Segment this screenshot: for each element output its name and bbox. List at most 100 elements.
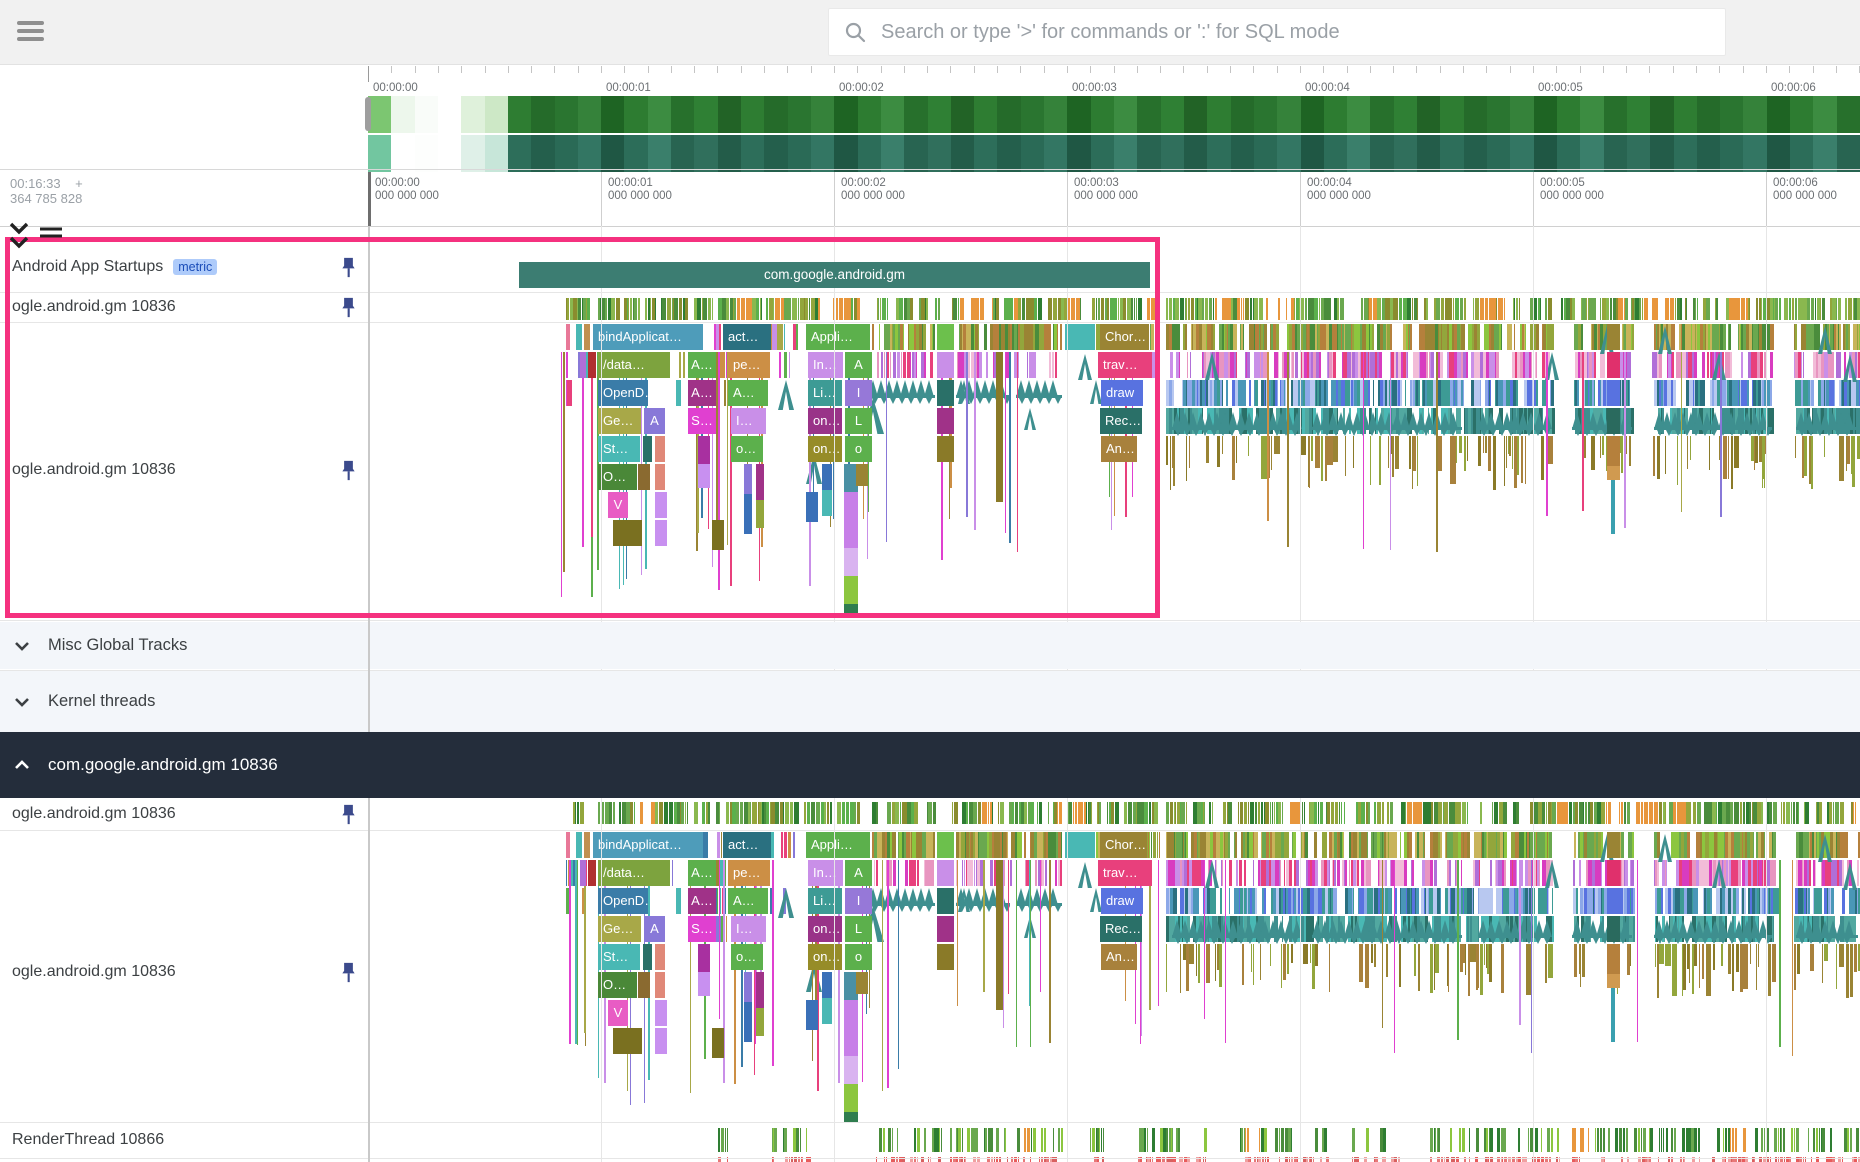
flame-deep-slice[interactable] — [1611, 988, 1615, 1042]
flame-deep-slice[interactable] — [756, 1008, 764, 1036]
flame-slice[interactable] — [937, 408, 954, 434]
flame-slice[interactable]: I… — [731, 408, 766, 434]
flame-slice[interactable] — [937, 380, 954, 406]
flame-slice[interactable]: O… — [598, 464, 637, 490]
pin-icon[interactable] — [341, 804, 356, 825]
flame-slice[interactable]: An… — [1101, 436, 1137, 462]
flame-slice[interactable] — [613, 1028, 642, 1054]
flame-slice[interactable]: I… — [731, 916, 766, 942]
flame-deep-slice[interactable] — [712, 1028, 724, 1058]
flame-slice[interactable] — [566, 832, 570, 858]
flame-slice[interactable] — [1607, 860, 1620, 886]
flame-slice[interactable] — [937, 916, 954, 942]
flame-slice[interactable]: Ge… — [598, 408, 641, 434]
flame-slice[interactable]: draw — [1101, 380, 1143, 406]
flame-slice[interactable] — [937, 888, 954, 914]
render-thread-strip[interactable] — [0, 1128, 1860, 1152]
flame-slice[interactable]: V — [608, 1000, 628, 1026]
flame-slice[interactable]: draw — [1101, 888, 1143, 914]
flame-slice[interactable]: A — [644, 408, 665, 434]
flame-slice[interactable] — [655, 972, 665, 998]
track-row-gm-thread-strip-2[interactable]: ogle.android.gm 10836 — [0, 798, 368, 830]
flame-deep-slice[interactable] — [844, 464, 858, 492]
track-row-render-thread[interactable]: RenderThread 10866 — [0, 1122, 368, 1158]
flame-deep-slice[interactable] — [806, 1000, 818, 1030]
flame-slice[interactable]: Appli… — [806, 324, 870, 350]
pin-icon[interactable] — [341, 297, 356, 318]
flame-deep-slice[interactable] — [844, 972, 858, 1000]
flame-slice[interactable]: A… — [688, 380, 716, 406]
flame-deep-slice[interactable] — [698, 972, 710, 996]
flame-slice[interactable]: Chor… — [1100, 832, 1147, 858]
minimap-drag-handle[interactable] — [365, 97, 371, 131]
flame-deep-slice[interactable] — [822, 972, 832, 998]
flame-slice[interactable] — [584, 324, 590, 350]
flame-slice[interactable] — [655, 492, 667, 518]
flame-deep-slice[interactable] — [822, 464, 832, 490]
flame-deep-slice[interactable] — [1607, 466, 1620, 480]
flame-graph-track[interactable]: bindApplicat… act… Appli… Chor…/data… A… pe… I… — [0, 324, 1860, 618]
track-row-android-app-startups[interactable]: Android App Startups metric — [0, 244, 368, 290]
flame-slice[interactable]: o — [845, 436, 872, 462]
flame-slice[interactable] — [566, 324, 570, 350]
flame-deep-slice[interactable] — [698, 436, 710, 464]
flame-deep-slice[interactable] — [822, 998, 832, 1024]
flame-slice[interactable]: L — [845, 408, 872, 434]
flame-slice[interactable] — [643, 436, 652, 462]
flame-slice[interactable] — [1607, 888, 1620, 914]
flame-slice[interactable] — [1607, 916, 1620, 942]
collapse-all-icon[interactable] — [8, 220, 30, 252]
search-box[interactable] — [828, 8, 1726, 56]
flame-deep-slice[interactable] — [1607, 436, 1620, 466]
flame-deep-slice[interactable] — [1607, 974, 1620, 988]
flame-deep-slice[interactable] — [1607, 944, 1620, 974]
flame-deep-slice[interactable] — [844, 1112, 858, 1122]
flame-slice[interactable]: on… — [808, 436, 842, 462]
flame-slice[interactable]: on… — [808, 916, 842, 942]
process-group-header[interactable]: com.google.android.gm 10836 — [0, 732, 1860, 798]
flame-slice[interactable]: In… — [808, 860, 843, 886]
flame-slice[interactable]: act… — [723, 324, 771, 350]
flame-slice[interactable] — [576, 832, 582, 858]
flame-slice[interactable]: L — [845, 916, 872, 942]
flame-slice[interactable]: o — [845, 944, 872, 970]
flame-slice[interactable]: A — [644, 916, 665, 942]
flame-slice[interactable]: An… — [1101, 944, 1137, 970]
flame-slice[interactable] — [1607, 324, 1620, 350]
flame-deep-slice[interactable] — [996, 860, 1003, 1010]
flame-deep-slice[interactable] — [844, 576, 858, 604]
flame-deep-slice[interactable] — [756, 972, 764, 1008]
flame-slice[interactable]: OpenD… — [598, 888, 648, 914]
flame-slice[interactable] — [1607, 380, 1620, 406]
startup-slice-com-google-android-gm[interactable]: com.google.android.gm — [519, 262, 1150, 288]
flame-slice[interactable]: bindApplicat… — [593, 832, 703, 858]
flame-slice[interactable] — [638, 464, 650, 490]
flame-slice[interactable]: Li… — [808, 380, 842, 406]
flame-slice[interactable] — [580, 352, 586, 378]
flame-slice[interactable]: A — [845, 860, 872, 886]
flame-slice[interactable]: S… — [688, 408, 716, 434]
flame-slice[interactable]: O… — [598, 972, 637, 998]
flame-slice[interactable] — [676, 888, 681, 914]
clipped-strip[interactable] — [0, 1157, 1860, 1162]
flame-deep-slice[interactable] — [822, 490, 832, 516]
flame-slice[interactable]: Li… — [808, 888, 842, 914]
flame-slice[interactable]: Ge… — [598, 916, 641, 942]
flame-slice[interactable]: A… — [688, 352, 716, 378]
flame-slice[interactable] — [584, 832, 590, 858]
flame-deep-slice[interactable] — [806, 492, 818, 522]
flame-slice[interactable] — [937, 944, 954, 970]
flame-deep-slice[interactable] — [844, 1056, 858, 1084]
flame-slice[interactable] — [613, 520, 642, 546]
pin-icon[interactable] — [341, 257, 356, 278]
flame-slice[interactable]: trav… — [1098, 860, 1152, 886]
flame-slice[interactable]: A… — [728, 380, 768, 406]
flame-slice[interactable]: In… — [808, 352, 843, 378]
flame-graph-track[interactable]: bindApplicat… act… Appli… Chor…/data… A… pe… I… — [0, 832, 1860, 1122]
flame-slice[interactable] — [576, 324, 582, 350]
thread-activity-strip[interactable] — [0, 802, 1860, 824]
flame-slice[interactable]: St… — [598, 944, 640, 970]
section-kernel-threads[interactable]: Kernel threads — [0, 671, 1860, 732]
flame-deep-slice[interactable] — [856, 464, 868, 486]
menu-icon[interactable] — [17, 21, 45, 43]
